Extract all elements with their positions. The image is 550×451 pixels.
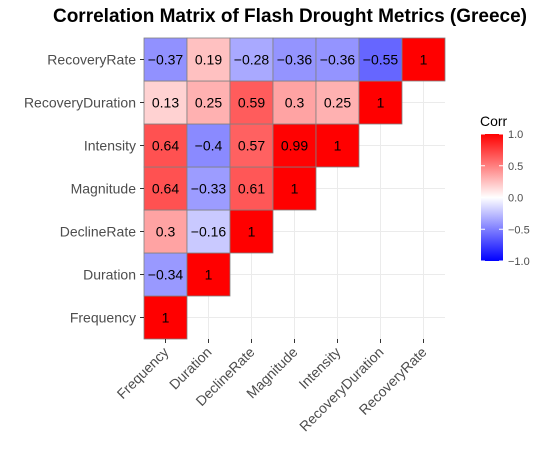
- legend-tick-label: −0.5: [508, 224, 530, 236]
- cell-value-label: −0.34: [148, 267, 184, 283]
- cell-value-label: 0.64: [152, 138, 179, 154]
- cell-value-label: −0.37: [148, 52, 184, 68]
- heatmap-cell: [143, 295, 188, 340]
- cell-value-label: 0.19: [195, 52, 222, 68]
- legend-tick-label: 0.5: [508, 161, 523, 173]
- heatmap-cell: [272, 123, 317, 168]
- cell-value-label: −0.36: [320, 52, 356, 68]
- heatmap-cell: [401, 37, 446, 82]
- heatmap-cell: [186, 37, 231, 82]
- cell-value-label: −0.16: [191, 224, 227, 240]
- cell-value-label: 0.59: [238, 95, 265, 111]
- heatmap-cell: [143, 123, 188, 168]
- cell-value-label: −0.55: [363, 52, 399, 68]
- cell-value-label: 1: [162, 310, 170, 326]
- heatmap-cell: [358, 37, 403, 82]
- cell-value-label: 0.64: [152, 181, 179, 197]
- cell-value-label: 1: [334, 138, 342, 154]
- y-tick-label: Frequency: [70, 310, 136, 326]
- cell-value-label: 0.3: [285, 95, 305, 111]
- cell-value-label: 1: [205, 267, 213, 283]
- cell-value-label: −0.28: [234, 52, 270, 68]
- cell-value-label: 1: [291, 181, 299, 197]
- y-tick-label: DeclineRate: [60, 224, 136, 240]
- cell-value-label: 1: [420, 52, 428, 68]
- y-tick-label: Duration: [83, 267, 136, 283]
- heatmap-cell: [186, 80, 231, 125]
- cell-value-label: 0.57: [238, 138, 265, 154]
- legend-tick-label: −1.0: [508, 256, 530, 268]
- heatmap-cell: [229, 80, 274, 125]
- heatmap-cell: [315, 37, 360, 82]
- legend-tick-label: 0.0: [508, 193, 523, 205]
- heatmap-cell: [229, 37, 274, 82]
- legend-tick-label: 1.0: [508, 129, 523, 141]
- cell-value-label: −0.33: [191, 181, 227, 197]
- heatmap-cell: [186, 166, 231, 211]
- cell-value-label: 1: [377, 95, 385, 111]
- heatmap-cell: [186, 252, 231, 297]
- color-legend: Corr 1.0 0.5 0.0 −0.5 −1.0: [480, 113, 530, 268]
- heatmap-cell: [315, 123, 360, 168]
- heatmap-cell: [272, 37, 317, 82]
- cell-value-label: 0.61: [238, 181, 265, 197]
- heatmap-cells: [143, 37, 446, 340]
- legend-title: Corr: [480, 113, 508, 129]
- heatmap-cell: [315, 80, 360, 125]
- heatmap-cell: [229, 123, 274, 168]
- cell-value-label: 1: [248, 224, 256, 240]
- y-tick-label: RecoveryRate: [47, 52, 136, 68]
- cell-value-label: −0.4: [195, 138, 223, 154]
- legend-ticks: 1.0 0.5 0.0 −0.5 −1.0: [481, 129, 530, 268]
- y-tick-label: RecoveryDuration: [24, 95, 136, 111]
- cell-value-label: 0.25: [195, 95, 222, 111]
- heatmap-cell: [143, 166, 188, 211]
- heatmap-cell: [143, 80, 188, 125]
- cell-value-label: 0.25: [324, 95, 351, 111]
- cell-value-label: 0.3: [156, 224, 176, 240]
- heatmap-cell: [272, 166, 317, 211]
- chart-title: Correlation Matrix of Flash Drought Metr…: [53, 6, 527, 27]
- y-axis-ticks: Frequency Duration DeclineRate Magnitude Int…: [24, 52, 144, 326]
- y-tick-label: Magnitude: [71, 181, 137, 197]
- x-tick-label: Frequency: [114, 344, 172, 402]
- cell-value-label: 0.13: [152, 95, 179, 111]
- cell-value-label: 0.99: [281, 138, 308, 154]
- x-axis-ticks: FrequencyDurationDeclineRateMagnitudeInt…: [114, 339, 430, 434]
- heatmap-cell: [229, 209, 274, 254]
- heatmap-cell: [186, 123, 231, 168]
- cell-value-label: −0.36: [277, 52, 313, 68]
- y-tick-label: Intensity: [84, 138, 136, 154]
- cell-value-labels: 1 −0.34 1 0.3 −0.16 1 0.64 −0.33 0.61 1 0.64 −0.4 0.…: [148, 52, 428, 326]
- legend-color-bar: [481, 134, 503, 261]
